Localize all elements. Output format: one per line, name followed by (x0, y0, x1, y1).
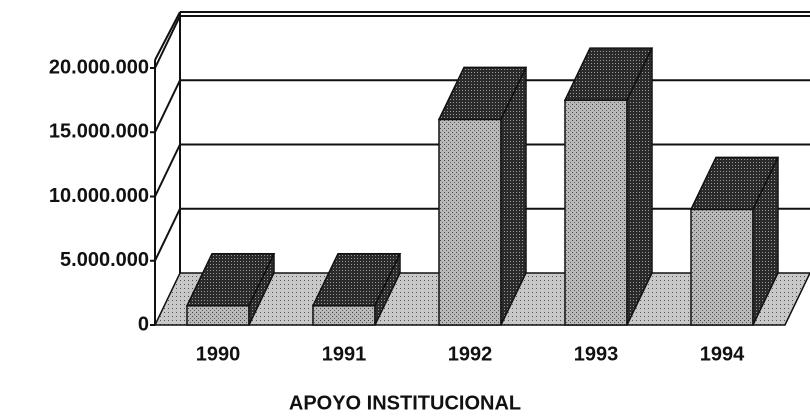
bar-front (438, 118, 502, 326)
grid-line (154, 79, 181, 133)
y-tick-label: 10.000.000 (49, 185, 149, 207)
x-tick-label: 1990 (196, 343, 241, 365)
grid-line (154, 144, 181, 197)
bar-front (312, 304, 376, 326)
grid-line (154, 15, 181, 69)
bar-front (564, 99, 628, 326)
x-tick-label: 1992 (448, 343, 493, 365)
x-axis-label: APOYO INSTITUCIONAL (289, 392, 521, 414)
bar-front (690, 208, 754, 326)
y-axis-top (154, 11, 181, 61)
x-tick-label: 1991 (322, 343, 367, 365)
bar-side (500, 67, 527, 326)
bar-side (248, 253, 275, 326)
y-tick-label: 20.000.000 (49, 56, 149, 78)
bar-side (374, 253, 401, 326)
x-tick-label: 1993 (574, 343, 619, 365)
bar-side (752, 157, 779, 326)
grid-line (154, 208, 181, 262)
y-tick-label: 5.000.000 (60, 249, 149, 271)
x-tick-label: 1994 (700, 343, 745, 365)
y-tick-label: 15.000.000 (49, 121, 149, 143)
y-tick-label: 0 (138, 313, 149, 335)
bar-side (626, 47, 653, 326)
bar-front (186, 304, 250, 326)
